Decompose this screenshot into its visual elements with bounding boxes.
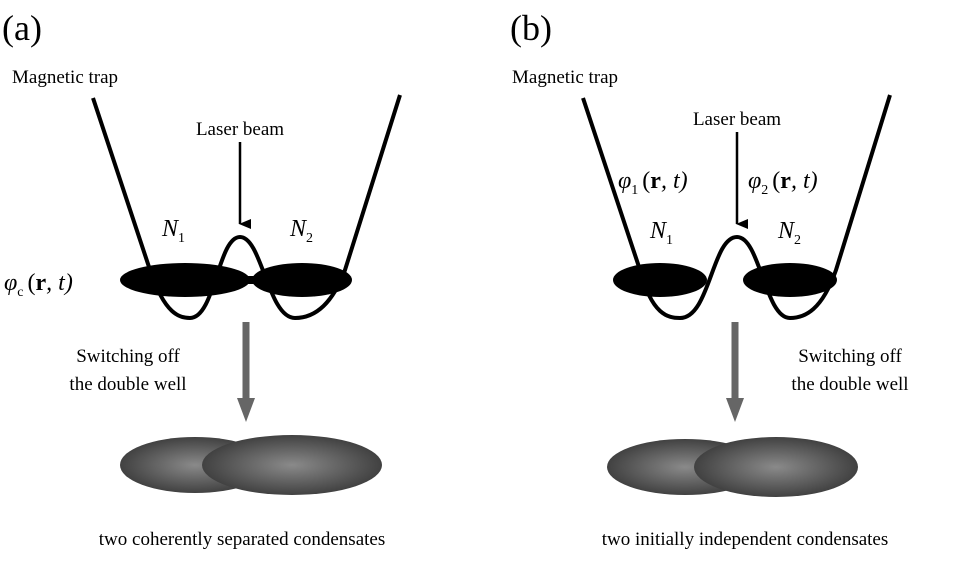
well-label: N2 [777, 218, 801, 248]
process-arrow-head [726, 398, 744, 422]
panel-label: (b) [510, 8, 552, 48]
well-label: N2 [289, 216, 313, 246]
process-arrow-head [237, 398, 255, 422]
caption: two initially independent condensates [602, 529, 889, 550]
well-label: N1 [161, 216, 185, 246]
panel-a: (a) Magnetic trap Laser beam N1 N2 φc(r,… [2, 8, 400, 550]
wavefunction: φ2(r, t) [748, 168, 818, 198]
process-label: the double well [791, 374, 908, 395]
laser-label: Laser beam [693, 109, 781, 130]
diagram: (a) Magnetic trap Laser beam N1 N2 φc(r,… [0, 0, 957, 566]
link [240, 276, 260, 284]
condensate [743, 263, 837, 297]
process-label: Switching off [798, 346, 902, 367]
condensate [613, 263, 707, 297]
process-label: Switching off [76, 346, 180, 367]
panel-label: (a) [2, 8, 42, 48]
caption: two coherently separated condensates [99, 529, 385, 550]
wavefunction: φ1(r, t) [618, 168, 688, 198]
trap-label: Magnetic trap [512, 67, 618, 88]
condensate [120, 263, 250, 297]
wavefunction: φc(r, t) [4, 270, 73, 300]
condensate [252, 263, 352, 297]
well-label: N1 [649, 218, 673, 248]
released-cloud [202, 435, 382, 495]
laser-label: Laser beam [196, 119, 284, 140]
released-cloud [694, 437, 858, 497]
trap-label: Magnetic trap [12, 67, 118, 88]
process-label: the double well [69, 374, 186, 395]
panel-b: (b) Magnetic trap Laser beam φ1(r, t) φ2… [510, 8, 909, 550]
